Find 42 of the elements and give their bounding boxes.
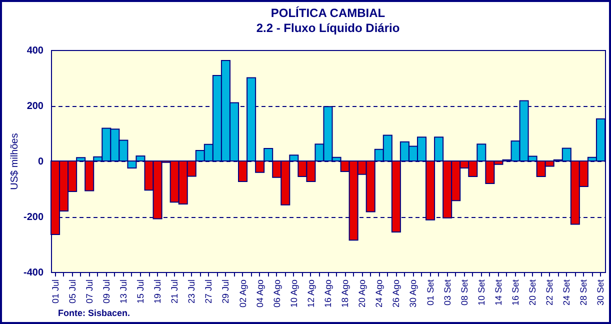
x-tick-label: 27 Jul: [204, 280, 214, 304]
x-tick-label: 19 Jul: [152, 280, 163, 304]
x-tick-label: 04 Ago: [254, 280, 265, 308]
x-tick-label: 06 Ago: [272, 280, 282, 308]
y-tick-label: -200: [23, 212, 44, 223]
x-tick-label: 13 Jul: [118, 280, 128, 304]
x-tick-label: 20 Set: [528, 279, 538, 306]
x-tick-label: 05 Jul: [67, 280, 78, 304]
y-tick-label: 0: [38, 156, 44, 168]
chart-subtitle: 2.2 - Fluxo Líquido Diário: [256, 21, 400, 35]
y-axis-title: US$ milhões: [9, 133, 20, 190]
x-tick-label: 10 Ago: [288, 280, 299, 308]
x-tick-label: 02 Ago: [238, 280, 248, 308]
x-tick-label: 23 Jul: [186, 280, 197, 304]
x-tick-label: 30 Ago: [408, 280, 418, 308]
x-tick-label: 24 Ago: [374, 280, 384, 308]
x-tick-label: 09 Jul: [101, 280, 112, 304]
x-tick-label: 26 Ago: [391, 280, 402, 308]
x-tick-label: 29 Jul: [220, 280, 231, 304]
x-tick-label: 15 Jul: [135, 280, 146, 304]
x-tick-label: 30 Set: [596, 279, 606, 306]
x-tick-label: 01 Jul: [50, 280, 60, 304]
y-tick-label: 400: [26, 46, 44, 56]
x-tick-label: 20 Ago: [357, 280, 368, 308]
x-tick-label: 16 Set: [510, 279, 521, 306]
x-tick-label: 18 Ago: [340, 280, 350, 308]
x-tick-label: 21 Jul: [170, 280, 180, 304]
source-note: Fonte: Sisbacen.: [58, 308, 130, 318]
x-tick-label: 22 Set: [544, 279, 555, 306]
x-tick-label: 03 Set: [442, 279, 452, 306]
x-tick-label: 16 Ago: [323, 280, 333, 308]
y-tick-label: -400: [23, 268, 44, 278]
x-tick-label: 01 Set: [425, 279, 436, 306]
chart-title: POLÍTICA CAMBIAL: [270, 6, 386, 20]
y-tick-label: 200: [26, 101, 44, 112]
x-tick-label: 10 Set: [476, 279, 486, 306]
x-tick-label: 07 Jul: [84, 280, 94, 304]
x-tick-label: 12 Ago: [306, 280, 316, 308]
x-tick-label: 14 Set: [493, 279, 504, 306]
x-tick-label: 24 Set: [562, 279, 572, 306]
x-tick-label: 28 Set: [578, 279, 589, 306]
x-tick-label: 08 Set: [459, 279, 470, 306]
